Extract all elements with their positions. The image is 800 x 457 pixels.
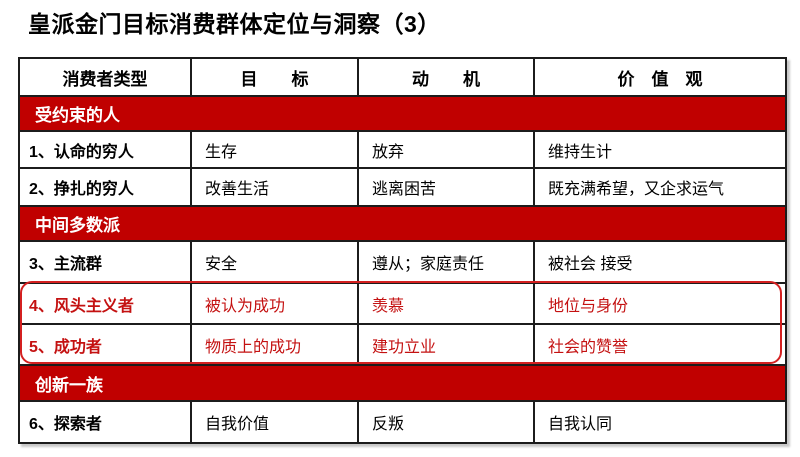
cell-consumer-type: 4、风头主义者 [18, 282, 192, 325]
header-motivation: 动 机 [357, 57, 535, 97]
cell-values: 维持生计 [533, 130, 787, 169]
header-goal: 目 标 [190, 57, 359, 97]
table-row-2: 2、挣扎的穷人 改善生活 逃离困苦 既充满希望，又企求运气 [18, 167, 787, 207]
section-band-label: 创新一族 [18, 364, 787, 402]
cell-goal: 被认为成功 [190, 282, 359, 325]
cell-values: 被社会 接受 [533, 240, 787, 284]
page-title: 皇派金门目标消费群体定位与洞察（3） [28, 11, 441, 37]
cell-values: 地位与身份 [533, 282, 787, 325]
section-band-middle-majority: 中间多数派 [18, 205, 787, 242]
cell-consumer-type: 6、探索者 [18, 400, 192, 444]
table-row-5-highlighted: 5、成功者 物质上的成功 建功立业 社会的赞誉 [18, 323, 787, 366]
cell-motivation: 放弃 [357, 130, 535, 169]
section-band-label: 中间多数派 [18, 205, 787, 242]
cell-motivation: 遵从；家庭责任 [357, 240, 535, 284]
header-consumer-type: 消费者类型 [18, 57, 192, 97]
cell-goal: 物质上的成功 [190, 323, 359, 366]
header-values: 价 值 观 [533, 57, 787, 97]
section-band-label: 受约束的人 [18, 95, 787, 132]
cell-motivation: 建功立业 [357, 323, 535, 366]
cell-values: 社会的赞誉 [533, 323, 787, 366]
cell-consumer-type: 1、认命的穷人 [18, 130, 192, 169]
table-row-6: 6、探索者 自我价值 反叛 自我认同 [18, 400, 787, 444]
table-row-4-highlighted: 4、风头主义者 被认为成功 羡慕 地位与身份 [18, 282, 787, 325]
cell-consumer-type: 3、主流群 [18, 240, 192, 284]
cell-consumer-type: 5、成功者 [18, 323, 192, 366]
cell-motivation: 逃离困苦 [357, 167, 535, 207]
table-row-1: 1、认命的穷人 生存 放弃 维持生计 [18, 130, 787, 169]
table-row-3: 3、主流群 安全 遵从；家庭责任 被社会 接受 [18, 240, 787, 284]
section-band-constrained: 受约束的人 [18, 95, 787, 132]
cell-motivation: 反叛 [357, 400, 535, 444]
cell-goal: 自我价值 [190, 400, 359, 444]
consumer-segment-table: 消费者类型 目 标 动 机 价 值 观 受约束的人 1、认命的穷人 生存 放弃 … [18, 57, 787, 444]
cell-goal: 生存 [190, 130, 359, 169]
section-band-innovators: 创新一族 [18, 364, 787, 402]
table-header-row: 消费者类型 目 标 动 机 价 值 观 [18, 57, 787, 97]
cell-motivation: 羡慕 [357, 282, 535, 325]
cell-values: 既充满希望，又企求运气 [533, 167, 787, 207]
cell-goal: 安全 [190, 240, 359, 284]
cell-values: 自我认同 [533, 400, 787, 444]
cell-goal: 改善生活 [190, 167, 359, 207]
cell-consumer-type: 2、挣扎的穷人 [18, 167, 192, 207]
